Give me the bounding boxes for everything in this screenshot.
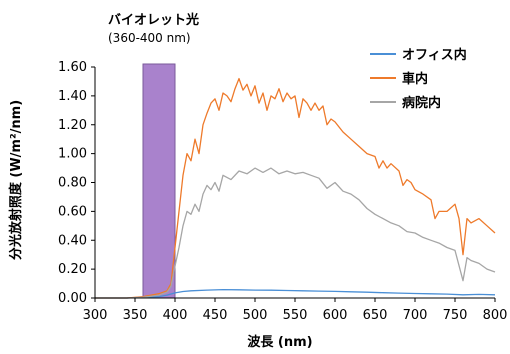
y-tick-label: 0.40 (58, 233, 87, 248)
y-tick-labels: 0.00 0.20 0.40 0.60 0.80 1.00 1.20 1.40 1.60 (58, 60, 95, 306)
series-line-0 (95, 288, 496, 299)
series-lines (95, 77, 496, 299)
x-tick-label: 500 (243, 308, 268, 323)
x-tick-label: 600 (323, 308, 348, 323)
x-tick-label: 700 (403, 308, 428, 323)
x-tick-label: 450 (203, 308, 228, 323)
x-tick-label: 350 (123, 308, 148, 323)
series-line-2 (95, 167, 496, 299)
legend-label-1: 車内 (402, 71, 428, 87)
x-tick-label: 300 (83, 308, 108, 323)
violet-band (142, 63, 176, 299)
legend-label-0: オフィス内 (402, 47, 467, 63)
x-tick-labels: 300 350 400 450 500 550 600 650 700 750 800 (83, 298, 508, 323)
x-axis-label: 波長 (nm) (247, 334, 312, 350)
y-axis-label: 分光放射照度 (W/m²/nm) (8, 100, 24, 260)
y-tick-label: 0.00 (58, 291, 87, 306)
band-sublabel: (360-400 nm) (108, 31, 191, 45)
y-tick-label: 0.80 (58, 176, 87, 191)
legend-label-2: 病院内 (402, 95, 441, 111)
x-tick-label: 650 (363, 308, 388, 323)
band-label: バイオレット光 (108, 12, 199, 28)
series-line-1 (95, 77, 496, 299)
y-tick-label: 0.20 (58, 262, 87, 277)
x-tick-label: 550 (283, 308, 308, 323)
x-tick-label: 750 (443, 308, 468, 323)
x-tick-label: 400 (163, 308, 188, 323)
x-tick-label: 800 (483, 308, 508, 323)
y-tick-label: 1.00 (58, 147, 87, 162)
y-tick-label: 1.40 (58, 89, 87, 104)
y-tick-label: 1.20 (58, 118, 87, 133)
y-tick-label: 0.60 (58, 204, 87, 219)
y-tick-label: 1.60 (58, 60, 87, 75)
